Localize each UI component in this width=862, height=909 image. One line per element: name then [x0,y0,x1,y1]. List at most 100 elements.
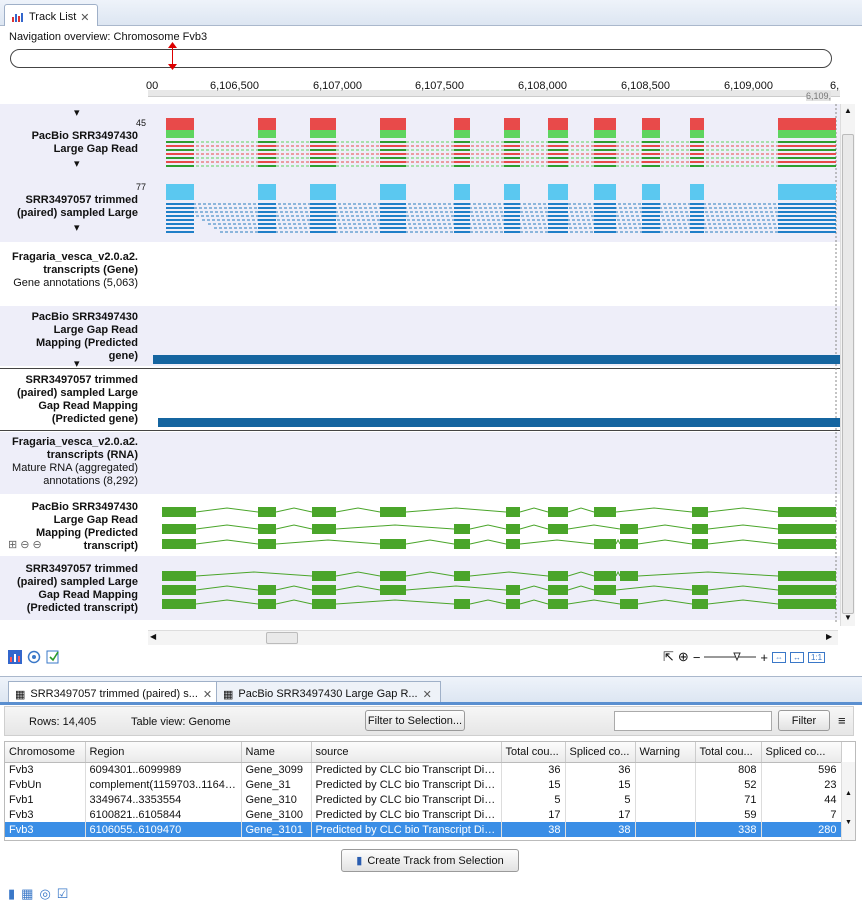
zoom-fit-icon[interactable]: ↔ [790,651,804,663]
close-icon[interactable]: ✕ [80,11,90,24]
read-segment [380,219,406,221]
column-header[interactable]: Warning [635,742,696,763]
column-header[interactable]: source [311,742,502,763]
scroll-up-icon[interactable]: ▲ [844,106,852,115]
scroll-left-icon[interactable]: ◀ [150,632,157,641]
exon-block [380,539,406,549]
scroll-thumb[interactable] [266,632,298,644]
table-row[interactable]: Fvb3 6100821..6105844 Gene_3100 Predicted b… [5,807,842,822]
history-icon[interactable]: ☑ [56,886,69,901]
track-label-pacbio-predicted-transcript[interactable]: PacBio SRR3497430 Large Gap Read Mapping… [32,501,138,553]
column-header[interactable]: Spliced co... [565,742,636,763]
filter-button[interactable]: Filter [778,710,830,731]
zoom-out-button[interactable]: − [692,649,701,665]
read-segment [380,165,406,167]
settings-view-icon[interactable] [27,650,41,664]
intron-line [195,585,259,591]
create-track-button[interactable]: ▮ Create Track from Selection [341,849,519,872]
column-header[interactable]: Chromosome [5,742,86,763]
scroll-down-icon[interactable]: ▼ [845,819,852,826]
read-segment [310,149,336,151]
track-label-rna-annotations[interactable]: Fragaria_vesca_v2.0.a2. transcripts (RNA… [12,436,138,488]
track-label-srr-predicted-transcript[interactable]: SRR3497057 trimmed (paired) sampled Larg… [17,563,138,615]
read-segment [380,223,406,225]
scroll-thumb[interactable] [842,134,854,614]
expand-chevron-icon[interactable]: ▾ [74,222,80,234]
read-segment [454,219,470,221]
read-segment [642,141,660,143]
tab-pacbio-table[interactable]: ▦ PacBio SRR3497430 Large Gap R... ✕ [216,681,441,703]
track-label-srr-reads[interactable]: SRR3497057 trimmed (paired) sampled Larg… [17,194,138,220]
track-label-pacbio-predicted-gene[interactable]: PacBio SRR3497430 Large Gap Read Mapping… [32,311,138,363]
exon-block [454,571,470,581]
zoom-slider[interactable] [704,652,757,662]
column-header[interactable]: Name [241,742,312,763]
expand-chevron-icon[interactable]: ▾ [74,158,80,170]
track-label-gene-annotations[interactable]: Fragaria_vesca_v2.0.a2. transcripts (Gen… [12,251,138,290]
scroll-up-icon[interactable]: ▲ [845,790,852,797]
zoom-in-icon[interactable]: ⊕ [677,649,689,664]
coverage-peak [548,118,568,130]
column-header[interactable]: Region [85,742,242,763]
tab-title: Track List [29,11,77,23]
zoom-to-selection-icon[interactable]: ⇔ [772,651,786,663]
settings-view-icon[interactable]: ◎ [39,886,51,901]
coverage-peak [454,184,470,200]
table-row[interactable]: Fvb3 6106055..6109470 Gene_3101 Predicted b… [5,822,842,837]
read-segment [166,207,194,209]
track-label-pacbio-reads[interactable]: PacBio SRR3497430 Large Gap Read [32,130,138,156]
table-row[interactable]: Fvb1 3349674..3353554 Gene_310 Predicted by… [5,792,842,807]
navigation-overview-bar[interactable] [10,49,832,68]
column-settings-icon[interactable]: ≡ [838,713,846,728]
read-segment [258,145,276,147]
track-label-srr-predicted-gene[interactable]: SRR3497057 trimmed (paired) sampled Larg… [17,374,138,426]
table-row[interactable]: FvbUn complement(1159703..11642... Gene_31… [5,777,842,792]
forward-arrow-icon[interactable]: ⊖ [32,539,42,551]
marker-arrow-icon [168,64,177,70]
navigation-marker[interactable] [172,45,173,69]
history-icon[interactable] [46,650,60,664]
table-view-icon[interactable]: ▦ [21,886,34,901]
track-divider [0,430,840,431]
column-header[interactable]: Total cou... [695,742,762,763]
intron-line [335,585,381,591]
read-segment [504,207,520,209]
zoom-in-button[interactable]: + [760,649,768,665]
zoom-base-icon[interactable]: 1:1 [808,651,826,663]
close-icon[interactable]: ✕ [202,688,213,701]
expand-chevron-icon[interactable]: ▾ [74,358,80,370]
column-header[interactable]: Spliced co... [761,742,842,763]
tab-track-list[interactable]: Track List ✕ [4,4,99,26]
track-view-icon[interactable] [8,650,22,664]
table-cell: 15 [565,777,636,792]
table-cell: Predicted by CLC bio Transcript Disco... [311,792,502,807]
coverage-peak [548,184,568,200]
label-line: Gap Read Mapping [38,400,138,412]
read-segment [594,161,616,163]
table-row[interactable]: Fvb3 6094301..6099989 Gene_3099 Predicted b… [5,762,842,777]
filter-input[interactable] [614,711,772,731]
table-cell: 44 [761,792,842,807]
read-segment [380,203,406,205]
track-canvas[interactable] [148,104,840,624]
table-scrollbar[interactable]: ▲ ▼ [841,762,855,840]
scroll-right-icon[interactable]: ▶ [826,632,833,641]
column-header[interactable]: Total cou... [501,742,566,763]
intron-line [195,507,259,513]
tab-srr-table[interactable]: ▦ SRR3497057 trimmed (paired) s... ✕ [8,681,222,703]
close-icon[interactable]: ✕ [422,688,432,701]
horizontal-scrollbar[interactable]: ◀ ▶ [148,630,838,645]
vertical-scrollbar[interactable]: ▲ ▼ [840,104,855,626]
read-segment [454,203,470,205]
scroll-down-icon[interactable]: ▼ [844,613,852,622]
expand-chevron-icon[interactable]: ▾ [74,107,80,119]
table-cell: Gene_31 [241,777,312,792]
back-arrow-icon[interactable]: ⊖ [20,539,30,551]
pointer-icon[interactable]: ⇱ [663,649,674,664]
label-line: Large Gap Read [53,143,138,155]
settings-icon[interactable]: ⊞ [8,539,18,551]
graph-view-icon[interactable]: ▮ [8,886,16,901]
read-segment [310,219,336,221]
filter-to-selection-button[interactable]: Filter to Selection... [365,710,465,731]
read-segment [548,219,568,221]
